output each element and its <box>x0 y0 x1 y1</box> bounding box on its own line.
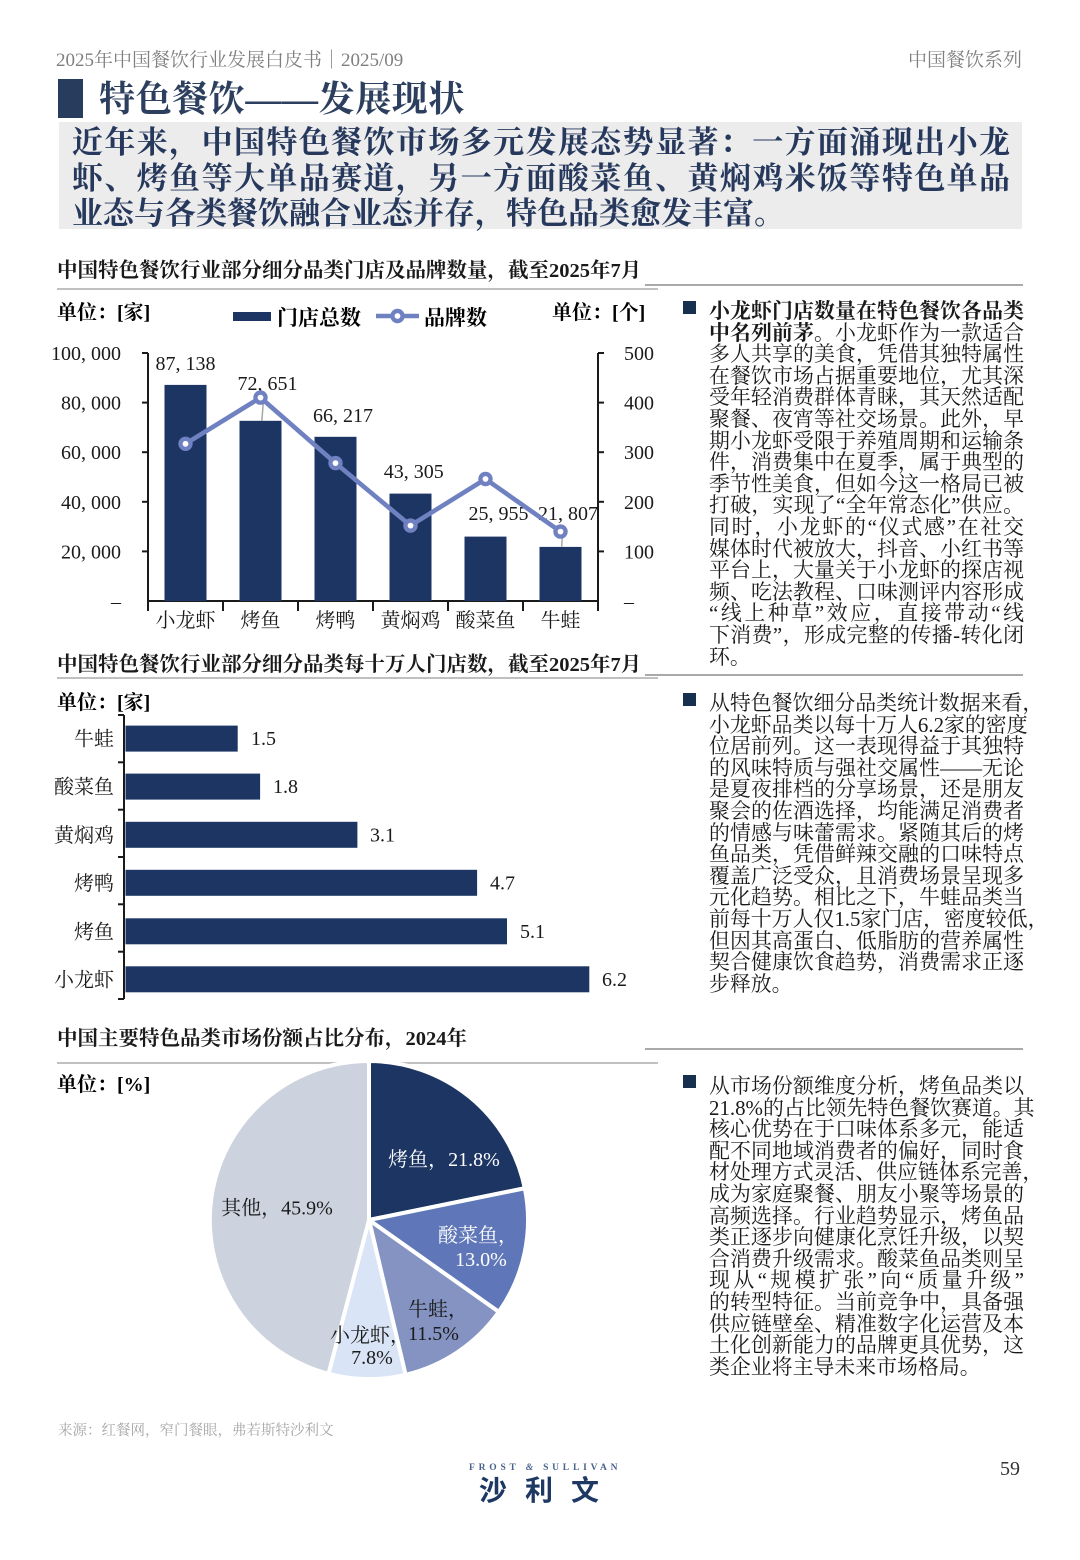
svg-text:3.1: 3.1 <box>370 824 395 846</box>
svg-text:黄焖鸡: 黄焖鸡 <box>381 609 441 632</box>
svg-text:5.1: 5.1 <box>520 921 545 943</box>
svg-text:60, 000: 60, 000 <box>61 442 121 464</box>
svg-text:牛蛙: 牛蛙 <box>541 609 581 632</box>
svg-text:200: 200 <box>624 492 654 514</box>
svg-text:–: – <box>623 591 635 613</box>
svg-text:72, 651: 72, 651 <box>238 373 298 395</box>
svg-text:小龙虾，: 小龙虾， <box>330 1324 410 1347</box>
svg-text:小龙虾: 小龙虾 <box>54 968 114 991</box>
svg-text:烤鱼: 烤鱼 <box>241 609 281 632</box>
svg-text:20, 000: 20, 000 <box>61 541 121 563</box>
svg-text:40, 000: 40, 000 <box>61 492 121 514</box>
svg-text:7.8%: 7.8% <box>351 1347 393 1369</box>
svg-text:烤鱼: 烤鱼 <box>74 920 114 943</box>
svg-text:1.8: 1.8 <box>273 776 298 798</box>
svg-text:牛蛙，: 牛蛙， <box>408 1298 468 1321</box>
svg-text:1.5: 1.5 <box>251 728 276 750</box>
svg-text:300: 300 <box>624 442 654 464</box>
svg-text:100, 000: 100, 000 <box>51 343 121 365</box>
svg-text:80, 000: 80, 000 <box>61 393 121 415</box>
svg-text:–: – <box>110 591 122 613</box>
svg-text:酸菜鱼: 酸菜鱼 <box>456 609 516 632</box>
svg-text:87, 138: 87, 138 <box>156 353 216 375</box>
svg-text:烤鱼，21.8%: 烤鱼，21.8% <box>388 1148 500 1171</box>
svg-text:烤鸭: 烤鸭 <box>316 609 356 632</box>
svg-text:500: 500 <box>624 343 654 365</box>
svg-text:66, 217: 66, 217 <box>313 405 373 427</box>
svg-text:黄焖鸡: 黄焖鸡 <box>54 824 114 847</box>
svg-text:品牌数: 品牌数 <box>424 306 487 330</box>
svg-text:烤鸭: 烤鸭 <box>74 872 114 895</box>
svg-text:其他，45.9%: 其他，45.9% <box>221 1197 333 1220</box>
svg-text:400: 400 <box>624 393 654 415</box>
svg-text:4.7: 4.7 <box>490 872 515 894</box>
svg-text:100: 100 <box>624 541 654 563</box>
svg-text:酸菜鱼，: 酸菜鱼， <box>438 1224 518 1247</box>
svg-text:21, 807: 21, 807 <box>538 503 598 525</box>
svg-text:11.5%: 11.5% <box>408 1323 459 1345</box>
svg-text:门店总数: 门店总数 <box>277 306 361 330</box>
svg-text:酸菜鱼: 酸菜鱼 <box>54 776 114 799</box>
svg-text:小龙虾: 小龙虾 <box>156 609 216 632</box>
svg-text:6.2: 6.2 <box>602 969 627 991</box>
svg-text:牛蛙: 牛蛙 <box>74 728 114 751</box>
svg-text:25, 955: 25, 955 <box>469 503 529 525</box>
svg-text:13.0%: 13.0% <box>455 1249 507 1271</box>
svg-text:43, 305: 43, 305 <box>384 461 444 483</box>
